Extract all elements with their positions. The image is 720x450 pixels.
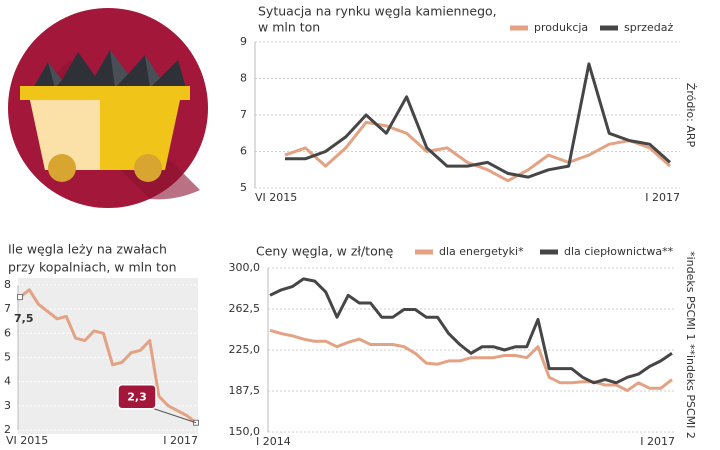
x-tick-label: I 2017 bbox=[645, 191, 680, 204]
chart-title: Ceny węgla, w zł/tonę bbox=[256, 244, 394, 259]
legend-label: dla ciepłownictwa** bbox=[564, 245, 674, 258]
y-tick-label: 5 bbox=[4, 351, 11, 364]
y-tick-label: 150,0 bbox=[229, 425, 261, 438]
y-tick-label: 6 bbox=[4, 326, 11, 339]
legend-label: dla energetyki* bbox=[439, 245, 524, 258]
side-note: *indeks PSCMI 1 **indeks PSCMI 2 bbox=[684, 251, 697, 439]
side-note: Źródło: ARP bbox=[684, 83, 697, 148]
y-tick-label: 6 bbox=[240, 145, 247, 158]
x-tick-label: I 2017 bbox=[640, 435, 675, 448]
label-leader bbox=[153, 408, 197, 424]
coal-cart-icon bbox=[8, 8, 208, 208]
x-tick-label: VI 2015 bbox=[255, 191, 297, 204]
y-tick-label: 8 bbox=[240, 72, 247, 85]
x-tick-label: I 2017 bbox=[163, 434, 198, 447]
data-label: 7,5 bbox=[14, 312, 34, 325]
y-tick-label: 3 bbox=[4, 399, 11, 412]
legend-label: produkcja bbox=[534, 21, 588, 34]
data-line bbox=[284, 120, 672, 183]
chart-title: Ile węgla leży na zwałach bbox=[8, 242, 167, 257]
y-tick-label: 262,5 bbox=[229, 302, 261, 315]
plot-background bbox=[18, 278, 198, 434]
y-tick-label: 7 bbox=[4, 302, 11, 315]
y-tick-label: 2 bbox=[4, 423, 11, 436]
data-line bbox=[285, 62, 672, 179]
y-tick-label: 9 bbox=[240, 35, 247, 48]
y-tick-label: 4 bbox=[4, 375, 11, 388]
y-tick-label: 8 bbox=[4, 278, 11, 291]
data-label: 2,3 bbox=[127, 390, 147, 403]
y-tick-label: 5 bbox=[240, 181, 247, 194]
data-label-box bbox=[117, 384, 157, 410]
data-line bbox=[19, 288, 197, 424]
y-tick-label: 300,0 bbox=[229, 261, 261, 274]
y-tick-label: 187,5 bbox=[229, 384, 261, 397]
data-line bbox=[269, 277, 673, 385]
y-tick-label: 7 bbox=[240, 108, 247, 121]
x-tick-label: VI 2015 bbox=[6, 434, 48, 447]
chart-title: przy kopalniach, w mln ton bbox=[8, 260, 177, 275]
y-tick-label: 225,0 bbox=[229, 343, 261, 356]
chart-title: Sytuacja na rynku węgla kamiennego, bbox=[258, 4, 497, 19]
data-line bbox=[269, 328, 673, 392]
x-tick-label: I 2014 bbox=[256, 435, 291, 448]
legend-label: sprzedaż bbox=[624, 21, 674, 34]
chart-title: w mln ton bbox=[258, 20, 320, 35]
point-marker bbox=[17, 294, 23, 301]
